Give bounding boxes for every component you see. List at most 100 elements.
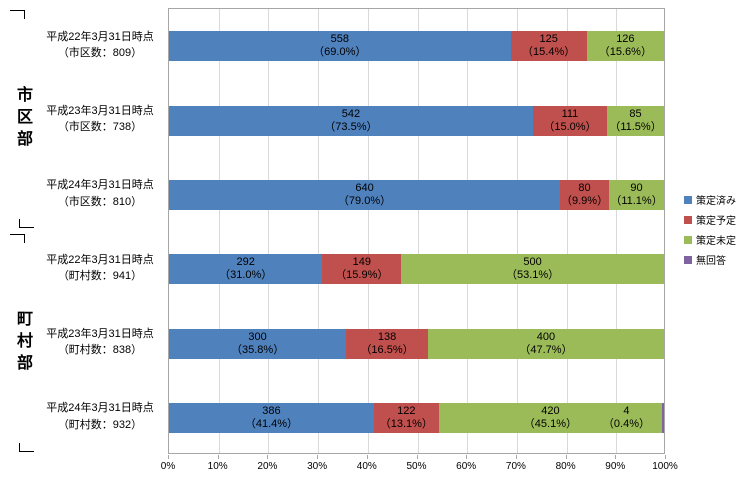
x-axis-tick	[615, 455, 617, 459]
x-axis-tick	[515, 455, 517, 459]
row-label: 平成22年3月31日時点 （町村数：941）	[36, 231, 164, 305]
segment-percent: （53.1%）	[505, 269, 560, 282]
bar-segment: 500 （53.1%）	[401, 254, 664, 285]
row-label: 平成22年3月31日時点 （市区数：809）	[36, 8, 164, 82]
segment-value: 292	[236, 256, 255, 269]
bar-segment: 126 （15.6%）	[586, 31, 664, 62]
bar-segment: 149 （15.9%）	[322, 254, 402, 285]
segment-label: 138 （16.5%）	[360, 331, 413, 357]
x-axis-tick	[267, 455, 269, 459]
segment-percent: （11.5%）	[609, 120, 662, 133]
bar-segment	[662, 402, 664, 433]
row-label-line2: （市区数：810）	[57, 195, 143, 208]
segment-value: 386	[262, 404, 281, 417]
group-bracket-bottom	[19, 219, 34, 228]
bar-segment: 125 （15.4%）	[510, 31, 587, 62]
segment-label: 122 （13.1%）	[380, 405, 433, 431]
segment-label: 90 （11.1%）	[610, 182, 662, 208]
legend-swatch-icon	[684, 255, 692, 264]
bar: 300 （35.8%） 138 （16.5%） 400 （47.7%）	[169, 328, 664, 359]
row-label: 平成23年3月31日時点 （市区数：738）	[36, 82, 164, 156]
row-label-line1: 平成23年3月31日時点	[46, 327, 154, 340]
row-label-line1: 平成24年3月31日時点	[46, 179, 154, 192]
bar-segment: 90 （11.1%）	[609, 179, 664, 210]
bar-segment: 420 （45.1%）	[438, 402, 662, 433]
segment-label: 126 （15.6%）	[599, 33, 652, 59]
segment-value: 500	[523, 256, 542, 269]
segment-percent: （47.7%）	[519, 343, 573, 356]
segment-label: 386 （41.4%）	[245, 405, 298, 431]
x-axis-tick	[565, 455, 567, 459]
row-label-line2: （町村数：941）	[57, 270, 143, 283]
bar: 292 （31.0%） 149 （15.9%） 500 （53.1%）	[169, 254, 664, 285]
segment-label: 111 （15.0%）	[543, 108, 596, 134]
gridline	[367, 9, 369, 453]
legend-swatch-icon	[684, 195, 692, 204]
legend-label: 策定予定	[696, 216, 736, 227]
bar: 386 （41.4%） 122 （13.1%） 420 （45.1%） 4 （0.4%）	[169, 402, 664, 433]
segment-value: 85	[629, 107, 642, 120]
row-label-line1: 平成24年3月31日時点	[46, 402, 154, 415]
row-label-line2: （町村数：838）	[57, 344, 143, 357]
x-axis-label: 70%	[505, 461, 526, 472]
row-label: 平成23年3月31日時点 （町村数：838）	[36, 305, 164, 379]
segment-value: 4	[623, 404, 630, 417]
segment-percent: （0.4%）	[602, 417, 650, 430]
segment-label: 80 （9.9%）	[561, 182, 608, 208]
x-axis-label: 20%	[257, 461, 278, 472]
group-bracket-bottom	[19, 443, 34, 452]
gridline	[318, 9, 320, 453]
x-axis-tick	[665, 455, 666, 459]
x-axis-label: 0%	[160, 461, 176, 472]
segment-value: 558	[330, 33, 349, 46]
bar-segment: 85 （11.5%）	[607, 105, 664, 136]
segment-label: 125 （15.4%）	[522, 33, 575, 59]
plot-area: 558 （69.0%） 125 （15.4%） 126 （15.6%） 542 （73.5%）…	[168, 8, 665, 454]
segment-value: 640	[355, 181, 374, 194]
group-label-shikubu: 市区部	[5, 8, 39, 230]
gridline	[417, 9, 419, 453]
row-labels: 平成22年3月31日時点 （市区数：809） 平成23年3月31日時点 （市区数：73…	[36, 8, 164, 454]
segment-label: 400 （47.7%）	[519, 331, 572, 357]
segment-value: 400	[536, 330, 556, 343]
bar-segment: 386 （41.4%）	[169, 402, 374, 433]
segment-value: 420	[541, 404, 560, 417]
segment-percent: （15.6%）	[598, 46, 652, 59]
segment-percent: （9.9%）	[561, 194, 609, 207]
row-label-line1: 平成23年3月31日時点	[46, 104, 154, 117]
segment-label: 542 （73.5%）	[324, 108, 377, 134]
group-bracket-top	[10, 10, 25, 19]
row-label: 平成24年3月31日時点 （町村数：932）	[36, 380, 164, 454]
legend-swatch-icon	[684, 215, 692, 224]
legend-item: 策定予定	[684, 212, 736, 227]
group-bracket-top	[10, 234, 25, 243]
segment-percent: （16.5%）	[360, 343, 414, 356]
x-axis-tick	[217, 455, 219, 459]
segment-label: 420 （45.1%）	[524, 405, 577, 431]
x-axis-label: 90%	[605, 461, 626, 472]
x-axis-tick	[366, 455, 368, 459]
legend-label: 策定済み	[696, 196, 736, 207]
x-axis: 0% 10% 20% 30% 40% 50% 60% 70% 80% 90% 100%	[161, 455, 678, 475]
segment-percent: （79.0%）	[337, 194, 392, 207]
gridline	[516, 9, 518, 453]
bar: 542 （73.5%） 111 （15.0%） 85 （11.5%）	[169, 105, 664, 136]
legend-swatch-icon	[684, 235, 692, 244]
segment-value: 111	[561, 107, 579, 120]
x-axis-label: 50%	[406, 461, 427, 472]
segment-percent: （41.4%）	[244, 417, 299, 430]
x-axis-tick	[317, 455, 319, 459]
bar-segment: 640 （79.0%）	[169, 179, 561, 210]
segment-value: 122	[397, 404, 416, 417]
segment-value: 126	[616, 33, 635, 46]
segment-label: 640 （79.0%）	[338, 182, 391, 208]
legend-item: 策定未定	[684, 232, 736, 247]
segment-value: 149	[352, 256, 371, 269]
segment-percent: （45.1%）	[523, 417, 577, 430]
group-label-text: 町村部	[14, 310, 31, 376]
bar-segment: 400 （47.7%）	[427, 328, 664, 359]
x-axis-label: 100%	[652, 461, 678, 472]
group-label-chosonbu: 町村部	[5, 232, 39, 454]
legend-item: 策定済み	[684, 192, 736, 207]
